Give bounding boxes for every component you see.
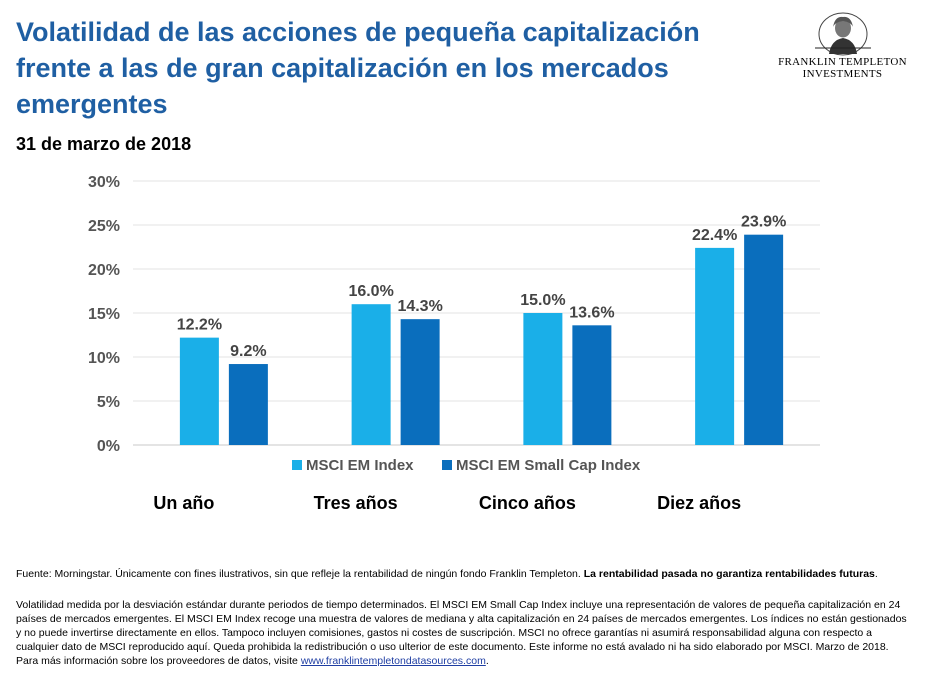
data-label: 22.4% [692,227,737,244]
bar [400,319,440,445]
legend-swatch [442,460,452,470]
bar [228,364,268,445]
source-footnote: Fuente: Morningstar. Únicamente con fine… [16,567,908,581]
y-tick-label: 30% [88,174,120,191]
y-tick-label: 5% [97,394,120,411]
data-label: 12.2% [177,317,222,334]
legend-swatch [292,460,302,470]
x-category-label: Diez años [657,493,741,513]
volatility-bar-chart: 0%5%10%15%20%25%30%12.2%9.2%Un año16.0%1… [88,174,820,513]
note-text: Volatilidad medida por la desviación est… [16,599,907,667]
source-end: . [874,568,878,580]
x-category-label: Un año [153,493,214,513]
logo-line-1: FRANKLIN TEMPLETON [778,56,907,68]
data-label: 9.2% [230,343,266,360]
y-tick-label: 20% [88,262,120,279]
source-disclaimer: La rentabilidad pasada no garantiza rent… [583,568,875,580]
bar [695,247,735,445]
franklin-templeton-logo: FRANKLIN TEMPLETON INVESTMENTS [770,10,915,90]
bar [523,313,563,445]
franklin-portrait-icon [814,12,871,56]
y-tick-label: 15% [88,306,120,323]
x-category-label: Cinco años [479,493,576,513]
y-tick-label: 10% [88,350,120,367]
methodology-note: Volatilidad medida por la desviación est… [16,598,908,668]
bar [572,325,612,445]
note-end: . [485,655,489,667]
data-label: 16.0% [348,283,393,300]
data-label: 13.6% [569,304,614,321]
data-label: 23.9% [741,214,786,231]
y-tick-label: 25% [88,218,120,235]
x-category-label: Tres años [314,493,398,513]
bar [179,337,219,445]
data-sources-link[interactable]: www.franklintempletondatasources.com [300,655,486,667]
page-subtitle: 31 de marzo de 2018 [16,134,192,154]
legend-label: MSCI EM Small Cap Index [456,457,641,474]
data-label: 14.3% [397,298,442,315]
source-text: Fuente: Morningstar. Únicamente con fine… [16,568,584,580]
legend-label: MSCI EM Index [306,457,414,474]
page-title: Volatilidad de las acciones de pequeña c… [16,17,700,119]
bar [744,234,784,445]
data-label: 15.0% [520,292,565,309]
y-tick-label: 0% [97,438,120,455]
logo-line-2: INVESTMENTS [802,68,883,80]
bar [351,304,391,445]
